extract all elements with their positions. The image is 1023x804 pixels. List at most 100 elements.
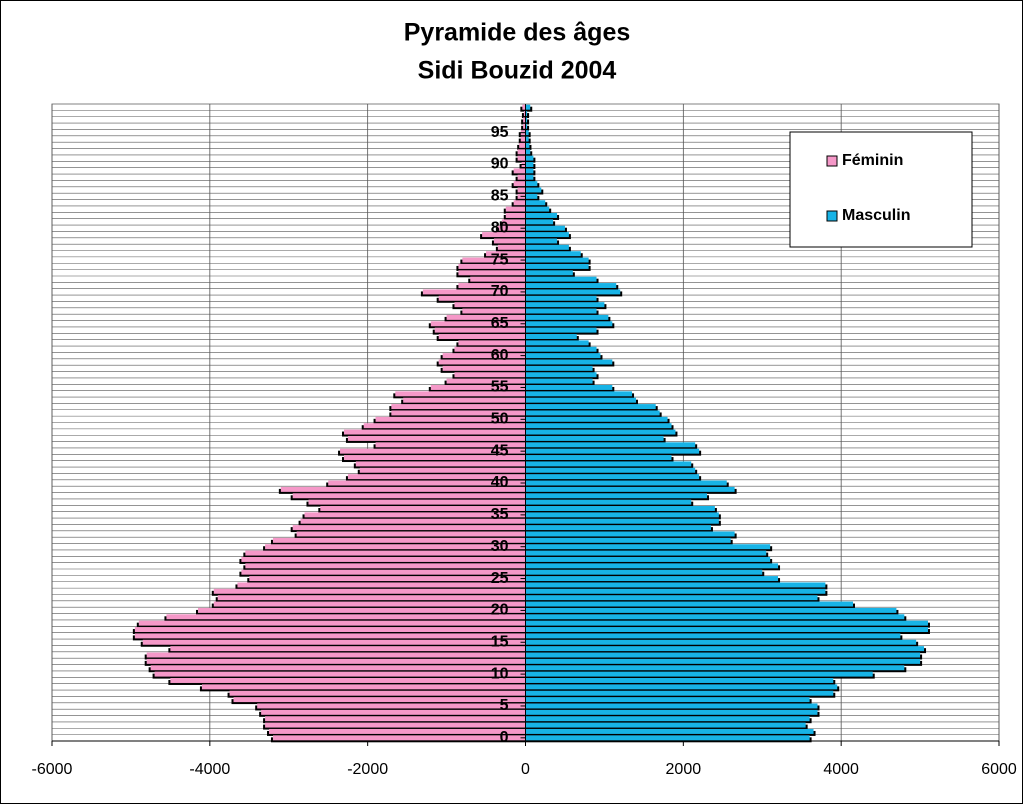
bar [525,181,538,187]
bar [513,168,526,174]
bar [525,652,921,658]
bar [525,263,589,269]
bar [525,620,928,626]
bar [525,499,692,505]
bar [525,104,531,110]
bar [525,716,810,722]
y-tick-label: 80 [491,219,509,236]
bar [525,735,810,741]
bar [454,302,526,308]
bar [519,142,526,148]
bar [525,321,613,327]
bar [391,410,526,416]
bar [525,206,550,212]
bar [340,448,526,454]
bar [292,525,526,531]
bar [525,633,901,639]
bar [391,404,526,410]
bar [525,302,605,308]
bar [265,722,526,728]
bar [505,212,526,218]
bar [525,372,597,378]
bar [525,627,928,633]
bar [134,627,526,633]
bar [525,200,546,206]
bar [438,295,526,301]
legend [789,131,973,248]
bar [525,289,621,295]
bar [525,136,529,142]
bar [525,728,814,734]
y-tick-label: 35 [491,506,509,523]
bar [462,257,526,263]
bar-shadow [525,119,530,125]
bar [525,595,818,601]
bar [458,263,526,269]
bar [525,563,779,569]
bar [525,722,806,728]
bar [505,206,526,212]
bar [525,111,528,117]
bar [525,678,834,683]
bar [265,544,526,550]
bar [486,251,526,257]
bar [517,155,526,161]
bar [525,646,925,652]
bar [300,518,526,524]
bar [213,601,526,607]
bar [525,391,633,397]
bar [359,467,526,473]
bar [525,455,672,461]
bar [525,512,719,518]
bar [249,576,526,582]
legend-swatch [826,210,838,222]
bar [375,416,526,422]
bar [355,461,526,467]
bar [525,531,735,537]
bar [525,270,573,276]
legend-label: Féminin [842,152,903,169]
bar [525,697,810,703]
bar [525,550,767,556]
bar [217,595,526,601]
bar [525,639,917,645]
bar [233,697,526,703]
bar [525,384,613,390]
bar [272,537,526,543]
bar [525,365,593,371]
bar [462,308,526,314]
bar [245,550,526,556]
bar [525,276,597,282]
y-tick-label: 20 [491,602,509,619]
bar [146,658,526,664]
bar [470,276,526,282]
bar [525,193,538,199]
bar [525,467,696,473]
bar [523,111,526,117]
bar [522,104,526,110]
x-tick-label: 2000 [666,761,702,778]
x-tick-label: -6000 [32,761,73,778]
bar [525,461,692,467]
bar [525,314,609,320]
bar [525,423,672,429]
bar [525,684,838,690]
bar [446,314,526,320]
bar [525,544,771,550]
bar [525,658,921,664]
bar [525,537,731,543]
bar [438,334,526,339]
bar [296,531,526,537]
x-tick-label: 6000 [981,761,1017,778]
bar [517,187,526,193]
bar [525,162,534,167]
bar [520,136,526,142]
bar [343,455,526,461]
bar [525,569,763,575]
y-tick-label: 55 [491,379,509,396]
bar [280,486,526,492]
bar [430,384,526,390]
bar [513,200,526,206]
